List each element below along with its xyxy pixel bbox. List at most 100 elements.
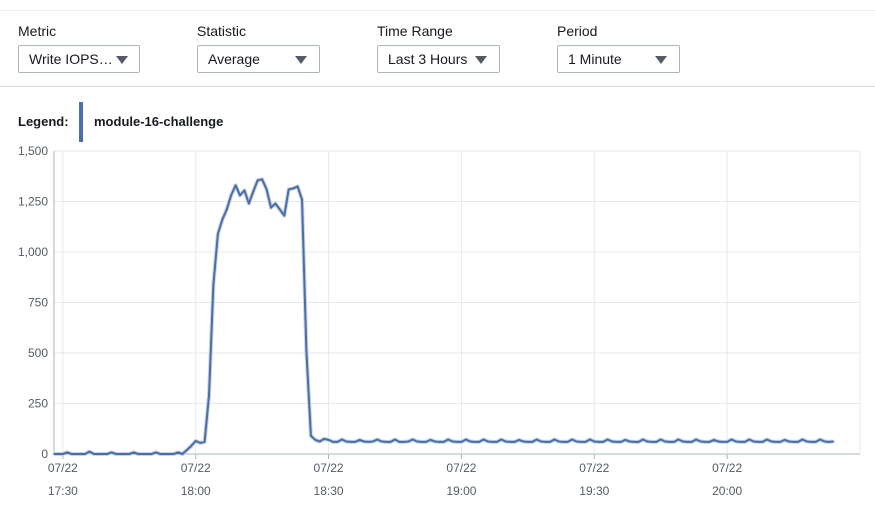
data-point <box>279 208 281 211</box>
data-point <box>513 441 516 443</box>
data-point <box>775 441 777 443</box>
data-point <box>752 440 755 443</box>
data-point <box>597 441 600 443</box>
y-tick-label: 1,250 <box>18 195 48 209</box>
statistic-value: Average <box>208 51 260 67</box>
data-point <box>243 189 246 192</box>
data-point <box>132 451 135 454</box>
data-point <box>159 453 162 455</box>
data-point <box>788 440 790 443</box>
data-point <box>509 441 511 443</box>
data-point <box>819 438 821 441</box>
x-tick-date: 07/22 <box>314 461 344 475</box>
y-axis: 0 250 500 750 1,000 1,250 1,500 <box>18 144 55 461</box>
y-tick-label: 250 <box>28 397 48 411</box>
data-point <box>84 453 86 455</box>
data-point <box>194 440 197 442</box>
data-point <box>70 453 73 455</box>
data-point <box>469 440 472 443</box>
data-point <box>234 184 237 187</box>
data-point <box>416 440 418 443</box>
data-point <box>584 441 587 443</box>
data-point <box>602 441 604 443</box>
period-label: Period <box>557 23 598 39</box>
data-point <box>611 440 613 443</box>
data-point <box>150 453 153 455</box>
data-point <box>230 194 233 197</box>
data-point <box>128 453 131 455</box>
x-tick-label: 20:00 <box>712 484 742 498</box>
data-point <box>708 441 711 443</box>
data-point <box>748 438 751 441</box>
time-range-value: Last 3 Hours <box>388 51 468 67</box>
data-point <box>779 441 782 443</box>
data-point <box>88 450 91 453</box>
period-select[interactable]: 1 Minute <box>557 45 680 73</box>
data-point <box>403 441 405 443</box>
data-point <box>115 453 117 455</box>
y-tick-label: 500 <box>28 346 48 360</box>
data-point <box>287 188 290 191</box>
data-point <box>518 439 520 441</box>
data-point <box>270 206 272 209</box>
chevron-down-icon <box>655 56 667 64</box>
series-line[interactable] <box>54 178 834 455</box>
data-point <box>460 441 463 443</box>
data-point <box>580 441 582 443</box>
data-point <box>411 438 414 441</box>
data-point <box>504 440 507 443</box>
data-point <box>376 438 379 441</box>
x-tick-date: 07/22 <box>712 461 742 475</box>
data-point <box>389 441 392 443</box>
data-point <box>562 441 565 443</box>
data-point <box>637 441 640 443</box>
data-point <box>659 438 662 441</box>
chevron-down-icon <box>116 56 128 64</box>
data-point <box>757 441 759 443</box>
data-point <box>217 232 219 235</box>
data-point <box>832 440 835 443</box>
data-point <box>726 441 728 443</box>
time-range-label: Time Range <box>377 23 453 39</box>
data-point <box>704 441 706 443</box>
data-point <box>305 350 308 352</box>
data-point <box>744 441 746 443</box>
y-tick-label: 0 <box>41 447 48 461</box>
data-point <box>425 441 427 443</box>
data-point <box>256 179 259 182</box>
series-halo <box>54 177 834 456</box>
x-tick-date: 07/22 <box>48 461 78 475</box>
data-point <box>53 453 55 455</box>
data-point <box>372 440 374 443</box>
y-tick-label: 750 <box>28 296 48 310</box>
data-point <box>62 453 64 455</box>
data-point <box>558 440 560 443</box>
data-point <box>770 440 773 443</box>
data-point <box>655 441 658 443</box>
data-point <box>589 438 591 441</box>
data-point <box>172 453 175 455</box>
data-point <box>385 441 387 443</box>
x-tick-date: 07/22 <box>181 461 211 475</box>
metric-select[interactable]: Write IOPS… <box>18 45 140 73</box>
data-point <box>540 440 542 443</box>
data-point <box>717 440 720 443</box>
time-range-select[interactable]: Last 3 Hours <box>377 45 500 73</box>
data-point <box>265 188 268 191</box>
data-point <box>252 190 255 193</box>
data-point <box>721 441 724 443</box>
y-tick-label: 1,000 <box>18 245 48 259</box>
data-point <box>456 441 458 443</box>
data-point <box>633 441 635 443</box>
data-point <box>677 438 680 441</box>
data-point <box>549 441 551 443</box>
data-point <box>168 453 171 455</box>
data-point <box>221 218 224 221</box>
statistic-select[interactable]: Average <box>197 45 320 73</box>
data-point <box>110 451 113 454</box>
data-point <box>673 441 675 443</box>
legend-entry[interactable]: module-16-challenge <box>94 114 224 129</box>
data-point <box>620 441 622 443</box>
data-point <box>261 178 263 181</box>
data-point <box>101 453 104 455</box>
